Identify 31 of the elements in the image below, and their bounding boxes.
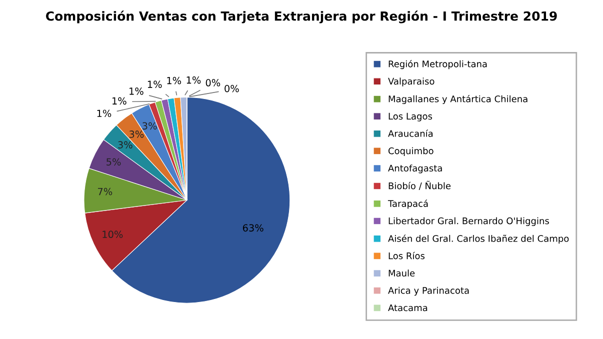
legend-label: Araucanía [388, 130, 433, 137]
data-label: 1% [167, 76, 182, 84]
data-label: 3% [129, 130, 144, 138]
legend-label: Biobío / Ñuble [388, 180, 451, 190]
legend-label: Los Lagos [388, 112, 432, 122]
text: 0% [224, 84, 239, 92]
legend-label: Valparaiso [388, 78, 434, 86]
data-label: 1% [148, 80, 162, 88]
chart-title: Composición Ventas con Tarjeta Extranjera por Región - I Trimestre 2019 [46, 10, 557, 24]
legend-label: Región Metropoli-tana [388, 60, 487, 70]
data-label: 5% [106, 158, 121, 166]
legend-label: Atacama [388, 304, 428, 312]
data-label: 7% [98, 188, 112, 196]
legend-label: Aisén del Gral. Carlos Ibañez del Campo [388, 234, 569, 244]
legend-label: Magallanes y Antártica Chilena [388, 94, 528, 104]
data-label: 1% [112, 97, 126, 105]
legend-label: Maule [388, 270, 415, 277]
text: 0% [206, 79, 220, 86]
legend-label: Arica y Parinacota [388, 286, 469, 296]
data-label: 3% [142, 122, 157, 130]
legend-label: Los Ríos [388, 252, 425, 260]
data-label: 3% [118, 141, 132, 148]
legend-label: Antofagasta [388, 164, 442, 174]
legend-label: Libertador Gral. Bernardo O'Higgins [388, 217, 549, 226]
data-label: 1% [130, 87, 144, 95]
data-label: 10% [102, 230, 123, 238]
legend-label: Tarapacá [388, 200, 428, 209]
data-label: 1% [97, 110, 112, 118]
data-label: 1% [186, 76, 201, 84]
legend-label: Coquimbo [388, 147, 434, 156]
data-label: 63% [242, 224, 264, 232]
